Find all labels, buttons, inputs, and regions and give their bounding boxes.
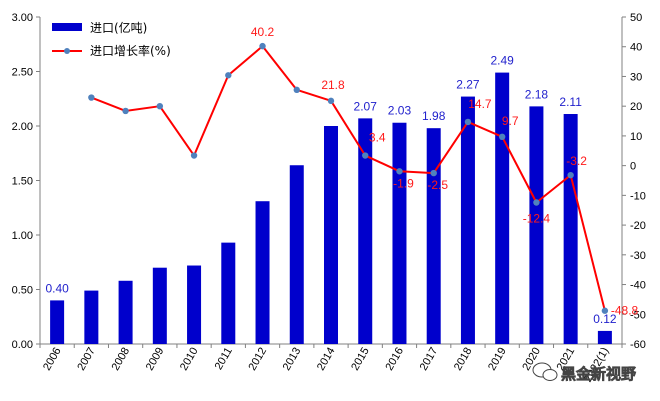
line-marker [362, 152, 369, 159]
right-tick-label: -60 [630, 339, 646, 351]
left-tick-label: 1.00 [12, 230, 33, 242]
growth-line [90, 45, 606, 311]
bar-value-label: 2.18 [525, 87, 549, 101]
line-value-label: 14.7 [468, 97, 492, 111]
legend-line-label: 进口增长率(%) [90, 43, 171, 58]
right-tick-label: -10 [630, 190, 646, 202]
right-tick-label: 40 [630, 42, 642, 54]
right-tick-label: 0 [630, 161, 636, 173]
line-value-label: 9.7 [502, 114, 519, 128]
bar [529, 106, 544, 344]
line-series [88, 42, 609, 314]
right-tick-label: 30 [630, 71, 642, 83]
line-marker [430, 169, 437, 177]
line-value-label: 21.8 [321, 78, 345, 92]
bar-value-label: 0.40 [45, 281, 69, 295]
legend: 进口(亿吨) 进口增长率(%) [52, 20, 171, 58]
left-tick-label: 2.00 [12, 121, 33, 133]
line-value-label: -48.8 [611, 304, 639, 318]
legend-bar-swatch [52, 23, 82, 31]
line-marker [190, 152, 198, 159]
line-marker [601, 307, 609, 314]
line-value-label: 40.2 [251, 25, 275, 39]
wechat-icon [532, 362, 558, 381]
bar [358, 118, 373, 345]
left-tick-label: 1.50 [12, 176, 33, 188]
bar-value-label: 2.11 [559, 95, 582, 109]
right-tick-label: -40 [630, 280, 646, 292]
line-marker [396, 168, 403, 175]
left-tick-label: 0.00 [12, 339, 33, 351]
bar-value-label: 2.03 [388, 104, 412, 118]
right-tick-label: 10 [630, 131, 642, 143]
bar [118, 280, 133, 344]
bar [460, 96, 475, 344]
legend-line-marker [64, 48, 70, 54]
right-tick-label: 20 [630, 101, 642, 113]
line-value-label: -12.4 [523, 211, 551, 225]
bar [152, 267, 167, 344]
right-tick-label: -30 [630, 250, 646, 262]
legend-bar-label: 进口(亿吨) [90, 20, 147, 35]
line-value-label: -3.2 [566, 154, 587, 168]
bar-value-label: 2.27 [456, 78, 480, 92]
bar [289, 165, 304, 344]
watermark: 黑金新视野 [532, 362, 636, 383]
right-tick-label: -50 [630, 309, 646, 321]
line-marker [327, 97, 335, 105]
bar-value-label: 1.98 [422, 109, 446, 123]
line-marker [464, 118, 472, 126]
line-marker [498, 133, 506, 141]
bar [597, 330, 612, 344]
right-tick-label: 50 [630, 12, 642, 24]
bar [495, 72, 510, 344]
bar [50, 300, 65, 344]
line-value-label: -1.9 [393, 176, 414, 190]
line-value-label: -2.5 [427, 178, 448, 192]
bar [324, 126, 338, 344]
bar [255, 201, 270, 344]
line-marker [122, 107, 129, 115]
right-tick-label: -20 [630, 220, 646, 232]
bar [392, 122, 407, 344]
line-marker [293, 86, 300, 94]
bar-value-label: 0.12 [593, 312, 617, 326]
line-marker [567, 171, 574, 179]
bar [187, 265, 202, 344]
line-marker [533, 199, 540, 206]
bar [221, 242, 236, 344]
line-value-label: 3.4 [369, 131, 386, 145]
data-labels: 0.40 2.07 2.03 1.98 2.27 2.49 2.18 2.11 0.12 40.2… [45, 25, 638, 326]
watermark-text: 黑金新视野 [561, 365, 636, 383]
bar-series [50, 72, 612, 345]
left-tick-label: 2.50 [12, 67, 33, 79]
line-marker [225, 72, 232, 79]
bar-value-label: 2.49 [490, 54, 514, 68]
bar-value-label: 2.07 [354, 99, 378, 113]
line-marker [88, 94, 95, 101]
line-marker [259, 42, 266, 50]
left-tick-label: 0.50 [12, 285, 33, 297]
left-tick-label: 3.00 [12, 12, 33, 24]
bar [84, 290, 99, 344]
line-marker [156, 102, 164, 110]
bar [563, 114, 578, 344]
bar [426, 128, 441, 344]
